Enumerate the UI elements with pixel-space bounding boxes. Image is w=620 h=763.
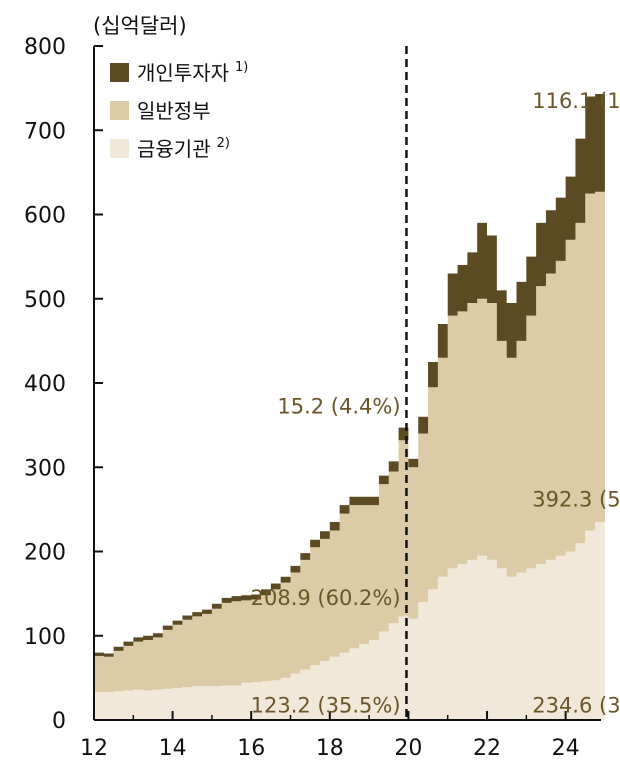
x-tick-label: 18 (316, 736, 344, 761)
y-tick-label: 800 (24, 35, 66, 60)
legend-swatch (110, 101, 129, 120)
area-series-2 (94, 191, 605, 693)
x-tick-label: 16 (237, 736, 265, 761)
y-tick-label: 100 (24, 625, 66, 650)
annotations-layer: 116.1 (15.6%) 15.2 (4.4%) 392.3 (52.8%) 208… (251, 89, 620, 718)
value-annotation: 123.2 (35.5%) (251, 694, 401, 718)
y-tick-label: 500 (24, 288, 66, 313)
x-axis: 12 14 16 18 20 22 24 (80, 711, 601, 761)
y-tick-label: 0 (52, 709, 66, 734)
y-tick-label: 400 (24, 372, 66, 397)
legend-label: 일반정부 (137, 99, 211, 123)
value-annotation: 116.1 (15.6%) (532, 89, 620, 113)
x-tick-label: 12 (80, 736, 108, 761)
value-annotation: 234.6 (31.6%) (532, 694, 620, 718)
legend-footnote-mark: 2) (217, 136, 230, 151)
legend-label: 금융기관 (137, 137, 211, 161)
x-tick-label: 22 (473, 736, 501, 761)
y-tick-label: 600 (24, 204, 66, 229)
y-tick-label: 200 (24, 541, 66, 566)
legend-swatch (110, 63, 129, 82)
x-tick-label: 14 (159, 736, 187, 761)
legend-swatch (110, 139, 129, 158)
legend-footnote-mark: 1) (235, 60, 248, 75)
y-tick-label: 300 (24, 456, 66, 481)
value-annotation: 392.3 (52.8%) (532, 487, 620, 511)
legend-label: 개인투자자 (137, 61, 229, 85)
x-tick-label: 20 (394, 736, 422, 761)
value-annotation: 15.2 (4.4%) (277, 395, 400, 419)
value-annotation: 208.9 (60.2%) (251, 586, 401, 610)
y-tick-label: 700 (24, 119, 66, 144)
x-tick-label: 24 (552, 736, 580, 761)
areas-layer (94, 94, 605, 720)
area-series-1 (94, 522, 605, 720)
unit-label: (십억달러) (93, 14, 187, 38)
y-axis: 0 100 200 300 400 500 600 700 800 (24, 35, 103, 734)
